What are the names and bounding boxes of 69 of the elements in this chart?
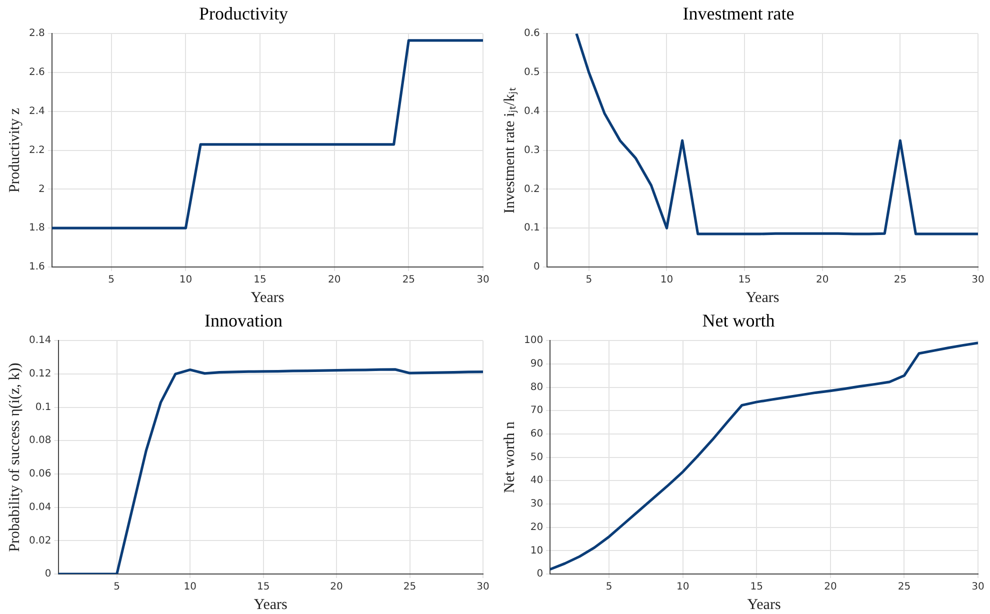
chart-title: Innovation [204,310,282,331]
x-tick-label: 15 [254,274,266,286]
y-tick-label: 2.8 [28,28,45,40]
x-axis-title: Years [747,596,781,613]
y-tick-label: 0.4 [524,106,540,117]
y-tick-label: 2.2 [28,144,45,156]
y-tick-label: 50 [530,452,544,463]
chart-title: Net worth [702,310,775,331]
x-tick-label: 10 [184,582,196,593]
y-tick-label: 80 [530,382,544,393]
x-tick-label: 10 [660,274,674,286]
x-axis-title: Years [746,290,780,306]
y-tick-label: 0.3 [524,144,540,156]
x-axis-title: Years [250,290,284,306]
y-tick-label: 0.06 [29,468,52,480]
x-tick-label: 10 [676,582,690,593]
x-tick-label: 15 [750,582,764,593]
x-tick-label: 5 [108,274,115,286]
y-tick-label: 90 [530,358,544,370]
y-tick-label: 70 [530,405,544,416]
y-tick-label: 30 [530,498,544,510]
x-tick-label: 5 [114,582,120,593]
y-tick-label: 10 [530,545,544,556]
y-tick-label: 0 [536,568,544,580]
x-tick-label: 20 [328,274,341,286]
x-tick-label: 20 [330,582,343,593]
x-tick-label: 15 [738,274,751,286]
y-tick-label: 60 [530,428,544,440]
x-tick-label: 30 [476,274,490,286]
y-tick-label: 100 [524,335,544,346]
y-tick-label: 0.08 [29,435,52,446]
y-tick-label: 0.04 [29,502,52,513]
y-tick-label: 0.6 [524,28,540,40]
x-tick-label: 5 [586,274,592,286]
y-tick-label: 1.8 [28,222,45,234]
x-tick-label: 20 [824,582,837,593]
x-tick-label: 20 [816,274,829,286]
y-tick-label: 20 [530,522,544,533]
x-tick-label: 15 [256,582,270,593]
x-tick-label: 30 [972,274,984,286]
x-axis-title: Years [254,596,288,613]
y-axis-title: Investment rate iⱼₜ/kⱼₜ [502,87,518,214]
chart-title: Investment rate [682,4,794,24]
x-tick-label: 25 [402,274,416,286]
y-tick-label: 0 [534,262,540,273]
y-tick-label: 0.12 [29,368,52,380]
x-tick-label: 30 [972,582,984,593]
y-tick-label: 0.1 [524,222,540,234]
x-tick-label: 25 [898,582,911,593]
y-axis-title: Probability of success η(i(z, k)) [6,362,23,552]
y-tick-label: 0.1 [35,402,52,413]
y-axis-title: Net worth n [502,420,518,494]
x-tick-label: 25 [403,582,416,593]
y-tick-label: 2.4 [28,106,45,117]
x-tick-label: 10 [179,274,192,286]
y-tick-label: 40 [530,475,544,486]
y-tick-label: 0 [44,568,52,580]
y-tick-label: 0.2 [524,184,540,195]
y-tick-label: 0.02 [29,535,52,546]
y-tick-label: 0.5 [524,67,540,78]
y-axis-title: Productivity z [6,108,23,193]
x-tick-label: 5 [606,582,612,593]
x-tick-label: 30 [476,582,490,593]
y-tick-label: 2.6 [28,67,45,78]
y-tick-label: 1.6 [28,262,45,273]
chart-title: Productivity [199,4,288,24]
y-tick-label: 2 [38,184,45,195]
x-tick-label: 25 [894,274,907,286]
y-tick-label: 0.14 [29,335,52,346]
